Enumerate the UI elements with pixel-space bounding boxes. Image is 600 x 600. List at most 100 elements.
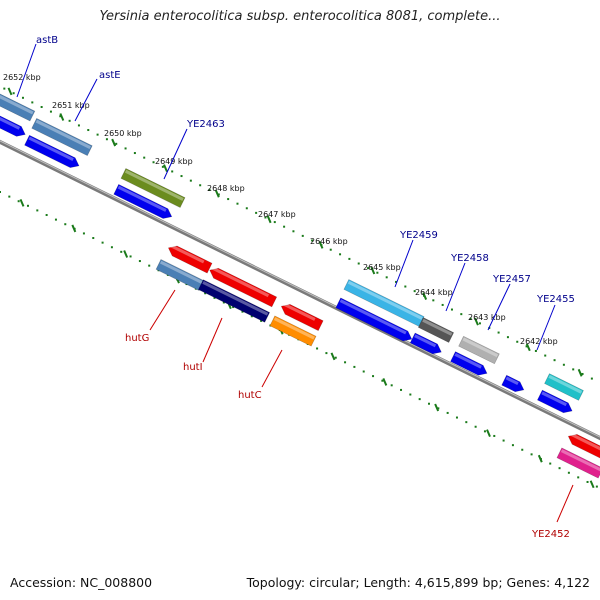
leader-line xyxy=(487,283,511,331)
reverse-tick-dot xyxy=(64,223,67,226)
cds-arrow-reverse-body xyxy=(280,304,324,332)
gene-label-astB[interactable]: astB xyxy=(36,35,58,46)
cds-arrow-body xyxy=(501,374,525,393)
cds-arrow-reverse[interactable] xyxy=(207,265,278,308)
forward-tick-dot xyxy=(124,147,127,150)
forward-tick-dot xyxy=(469,317,472,320)
gene-label-hutI[interactable]: hutI xyxy=(183,362,203,373)
forward-tick-dot xyxy=(516,340,519,343)
gene-label-YE2458[interactable]: YE2458 xyxy=(450,253,489,264)
forward-tick-dot xyxy=(115,142,118,145)
reverse-tick-dot xyxy=(595,485,598,488)
gene-label-hutG[interactable]: hutG xyxy=(125,333,149,344)
gene-feature-shine xyxy=(35,119,91,150)
cds-arrow[interactable] xyxy=(409,332,444,357)
gene-label-YE2452[interactable]: YE2452 xyxy=(531,529,570,540)
cds-arrow[interactable] xyxy=(335,297,414,344)
cds-arrow[interactable] xyxy=(501,374,527,395)
gene-label-hutC[interactable]: hutC xyxy=(238,390,262,401)
cds-arrow-reverse-shine xyxy=(211,266,270,298)
reverse-tick-dot xyxy=(0,191,1,193)
gene-label-YE2463[interactable]: YE2463 xyxy=(186,119,225,130)
forward-tick-dot xyxy=(395,280,398,283)
forward-tick-major-tick xyxy=(59,113,65,121)
forward-tick-major-tick xyxy=(163,164,168,173)
kbp-label: 2650 kbp xyxy=(104,129,142,138)
cds-arrow-shine xyxy=(28,136,74,162)
forward-tick-dot xyxy=(59,115,62,118)
cds-arrow-body xyxy=(409,332,442,355)
gene-feature-reverse[interactable] xyxy=(197,279,271,323)
gene-feature[interactable] xyxy=(544,373,584,401)
forward-tick-dot xyxy=(68,119,71,122)
reverse-tick-dot xyxy=(26,204,29,207)
gene-feature-reverse-body xyxy=(556,447,600,479)
forward-tick-dot xyxy=(460,313,463,316)
gene-feature-body xyxy=(0,88,36,122)
gene-feature[interactable] xyxy=(458,335,500,365)
leader-line xyxy=(556,484,574,523)
forward-tick-dot xyxy=(413,290,416,293)
reverse-tick-dot xyxy=(502,439,505,442)
forward-tick-major-tick xyxy=(318,240,324,249)
gene-feature-reverse-shine xyxy=(273,317,315,340)
forward-tick-dot xyxy=(255,211,258,214)
cds-arrow[interactable] xyxy=(537,389,574,416)
forward-tick-dot xyxy=(478,322,481,325)
reverse-tick-major-tick xyxy=(434,403,440,412)
forward-tick-dot xyxy=(329,248,332,251)
gene-feature[interactable] xyxy=(120,168,186,208)
reverse-tick-dot xyxy=(232,306,235,309)
reverse-tick-dot xyxy=(241,310,244,313)
leader-line xyxy=(445,262,466,312)
gene-label-YE2455[interactable]: YE2455 xyxy=(536,294,575,305)
reverse-tick-major-tick xyxy=(537,454,543,463)
gene-feature-reverse[interactable] xyxy=(155,259,205,291)
forward-tick-major-tick xyxy=(214,189,220,198)
reverse-tick-dot xyxy=(577,476,580,479)
gene-label-astE[interactable]: astE xyxy=(99,70,121,81)
cds-arrow[interactable] xyxy=(0,114,28,140)
reverse-tick-dot xyxy=(36,209,39,212)
reverse-tick-dot xyxy=(334,356,337,359)
gene-feature-reverse-shine xyxy=(202,281,269,316)
reverse-tick-dot xyxy=(400,388,403,391)
reverse-tick-dot xyxy=(17,200,20,203)
forward-tick-dot xyxy=(31,101,34,104)
forward-tick-dot xyxy=(441,303,444,306)
forward-tick-dot xyxy=(161,165,164,168)
forward-tick-dot xyxy=(96,133,99,136)
gene-feature-reverse[interactable] xyxy=(556,447,600,479)
cds-arrow[interactable] xyxy=(450,351,490,379)
kbp-label: 2652 kbp xyxy=(3,73,41,82)
gene-feature-body xyxy=(417,317,455,343)
gene-feature-reverse[interactable] xyxy=(269,315,317,347)
reverse-tick-major-tick xyxy=(19,198,25,207)
gene-feature[interactable] xyxy=(31,117,93,157)
forward-gene-labels: astB astE YE2463 YE2459 YE2458 YE2457 YE… xyxy=(16,35,575,351)
gene-feature[interactable] xyxy=(417,317,455,343)
reverse-tick-dot xyxy=(409,393,412,396)
cds-arrow[interactable] xyxy=(113,183,174,221)
gene-feature[interactable] xyxy=(0,88,36,122)
cds-arrow-reverse-body xyxy=(167,245,213,274)
leader-line xyxy=(536,304,556,351)
gene-label-YE2457[interactable]: YE2457 xyxy=(492,274,531,285)
forward-tick-dot xyxy=(292,230,295,233)
forward-tick-major-tick xyxy=(7,87,13,96)
leader-line xyxy=(261,349,283,388)
forward-tick-dot xyxy=(273,221,276,224)
cds-arrow[interactable] xyxy=(24,134,82,171)
cds-arrow-shine xyxy=(0,115,21,130)
forward-tick-dot xyxy=(553,359,556,362)
forward-tick-major-tick xyxy=(577,368,583,377)
cds-arrow-reverse-shine xyxy=(569,432,600,451)
reverse-tick-dot xyxy=(465,421,468,424)
cds-arrow-reverse[interactable] xyxy=(166,243,213,274)
cds-arrow-reverse[interactable] xyxy=(279,301,324,332)
forward-tick-dot xyxy=(227,198,230,201)
reverse-tick-dot xyxy=(54,218,57,221)
gene-label-YE2459[interactable]: YE2459 xyxy=(399,230,438,241)
forward-tick-major-tick xyxy=(111,138,117,147)
